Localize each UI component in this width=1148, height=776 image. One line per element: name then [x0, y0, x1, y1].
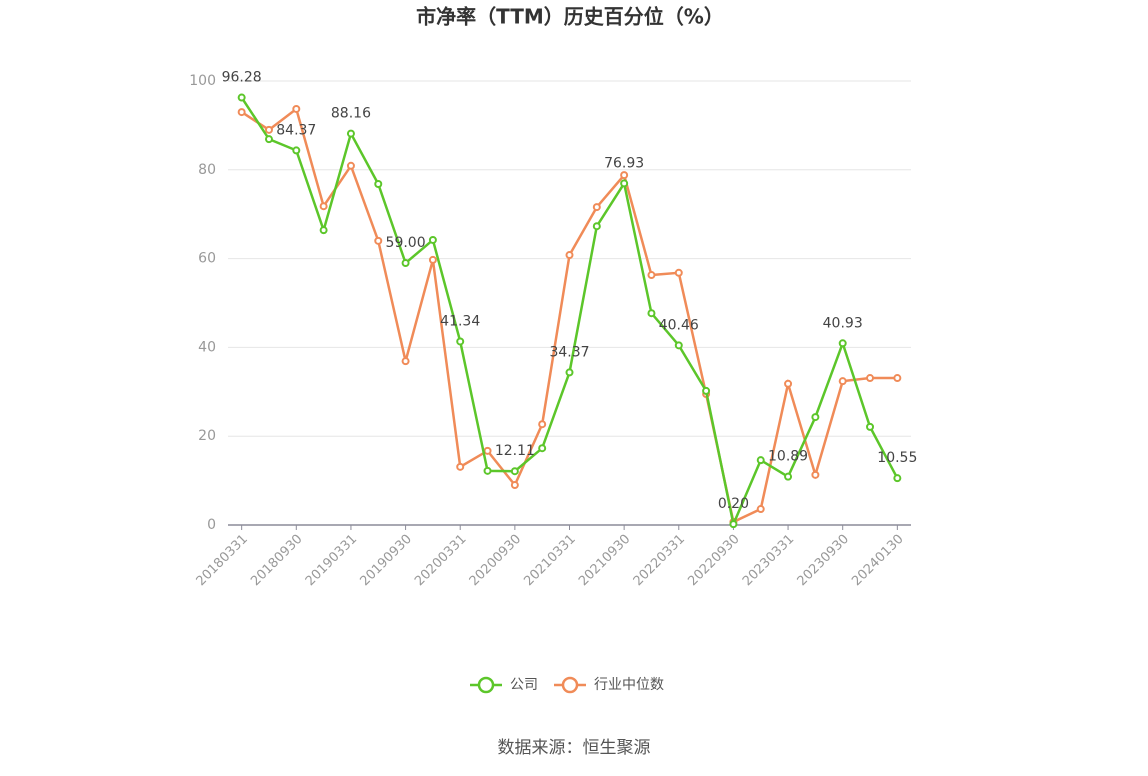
data-label: 84.37	[276, 122, 316, 138]
legend-label: 行业中位数	[594, 677, 664, 693]
point	[510, 467, 519, 476]
x-tick-label: 20210331	[521, 532, 578, 589]
point	[811, 413, 820, 422]
data-label: 34.37	[549, 344, 589, 360]
point	[784, 472, 793, 481]
point	[784, 379, 793, 388]
point	[893, 474, 902, 483]
y-tick-label: 20	[198, 428, 216, 444]
data-label: 76.93	[604, 155, 644, 171]
x-tick-label: 20200331	[412, 532, 469, 589]
point	[401, 357, 410, 366]
point	[237, 93, 246, 102]
point	[264, 135, 273, 144]
point	[674, 341, 683, 350]
data-label: 40.46	[659, 317, 699, 333]
point	[565, 251, 574, 260]
point	[620, 171, 629, 180]
y-tick-label: 60	[198, 251, 216, 267]
x-tick-label: 20180331	[194, 532, 251, 589]
point	[811, 470, 820, 479]
legend-item[interactable]: 公司	[470, 676, 538, 694]
y-tick-label: 40	[198, 339, 216, 355]
point	[374, 180, 383, 189]
point	[428, 255, 437, 264]
legend-marker	[477, 676, 495, 694]
x-tick-label: 20220331	[631, 532, 688, 589]
point	[866, 422, 875, 431]
source-note: 数据来源：恒生聚源	[498, 738, 651, 758]
chart-title: 市净率（TTM）历史百分位（%）	[416, 5, 724, 29]
point	[647, 271, 656, 280]
x-tick-label: 20190930	[357, 532, 414, 589]
x-tick-label: 20240130	[849, 532, 906, 589]
y-tick-label: 100	[189, 73, 216, 89]
point	[838, 339, 847, 348]
x-tick-label: 20200930	[467, 532, 524, 589]
point	[456, 337, 465, 346]
y-tick-label: 0	[207, 517, 216, 533]
point	[292, 146, 301, 155]
legend-label: 公司	[510, 677, 538, 693]
data-label: 96.28	[222, 70, 262, 86]
point	[264, 125, 273, 134]
point	[592, 203, 601, 212]
data-label: 0.20	[718, 496, 749, 512]
point	[647, 309, 656, 318]
data-label: 10.89	[768, 449, 808, 465]
point	[702, 386, 711, 395]
point	[428, 235, 437, 244]
point	[538, 420, 547, 429]
point	[237, 108, 246, 117]
x-tick-label: 20210930	[576, 532, 633, 589]
data-label: 59.00	[386, 235, 426, 251]
point	[756, 456, 765, 465]
data-label: 12.11	[495, 443, 535, 459]
point	[292, 104, 301, 113]
point	[838, 377, 847, 386]
point	[483, 466, 492, 475]
point	[401, 259, 410, 268]
point	[346, 129, 355, 138]
point	[729, 520, 738, 529]
point	[319, 226, 328, 235]
data-label: 88.16	[331, 106, 371, 122]
point	[674, 268, 683, 277]
x-tick-label: 20180930	[248, 532, 305, 589]
data-label: 10.55	[877, 450, 917, 466]
point	[893, 374, 902, 383]
x-tick-label: 20220930	[685, 532, 742, 589]
point	[866, 374, 875, 383]
point	[319, 202, 328, 211]
point	[483, 446, 492, 455]
data-label: 41.34	[440, 313, 480, 329]
y-tick-label: 80	[198, 162, 216, 178]
point	[756, 505, 765, 514]
x-tick-label: 20230930	[795, 532, 852, 589]
point	[510, 481, 519, 490]
legend-marker	[561, 676, 579, 694]
point	[592, 222, 601, 231]
data-label: 40.93	[823, 315, 863, 331]
legend-item[interactable]: 行业中位数	[554, 676, 664, 694]
point	[620, 179, 629, 188]
point	[346, 161, 355, 170]
x-tick-label: 20230331	[740, 532, 797, 589]
point	[538, 444, 547, 453]
point	[565, 368, 574, 377]
point	[374, 236, 383, 245]
x-tick-label: 20190331	[303, 532, 360, 589]
point	[456, 462, 465, 471]
